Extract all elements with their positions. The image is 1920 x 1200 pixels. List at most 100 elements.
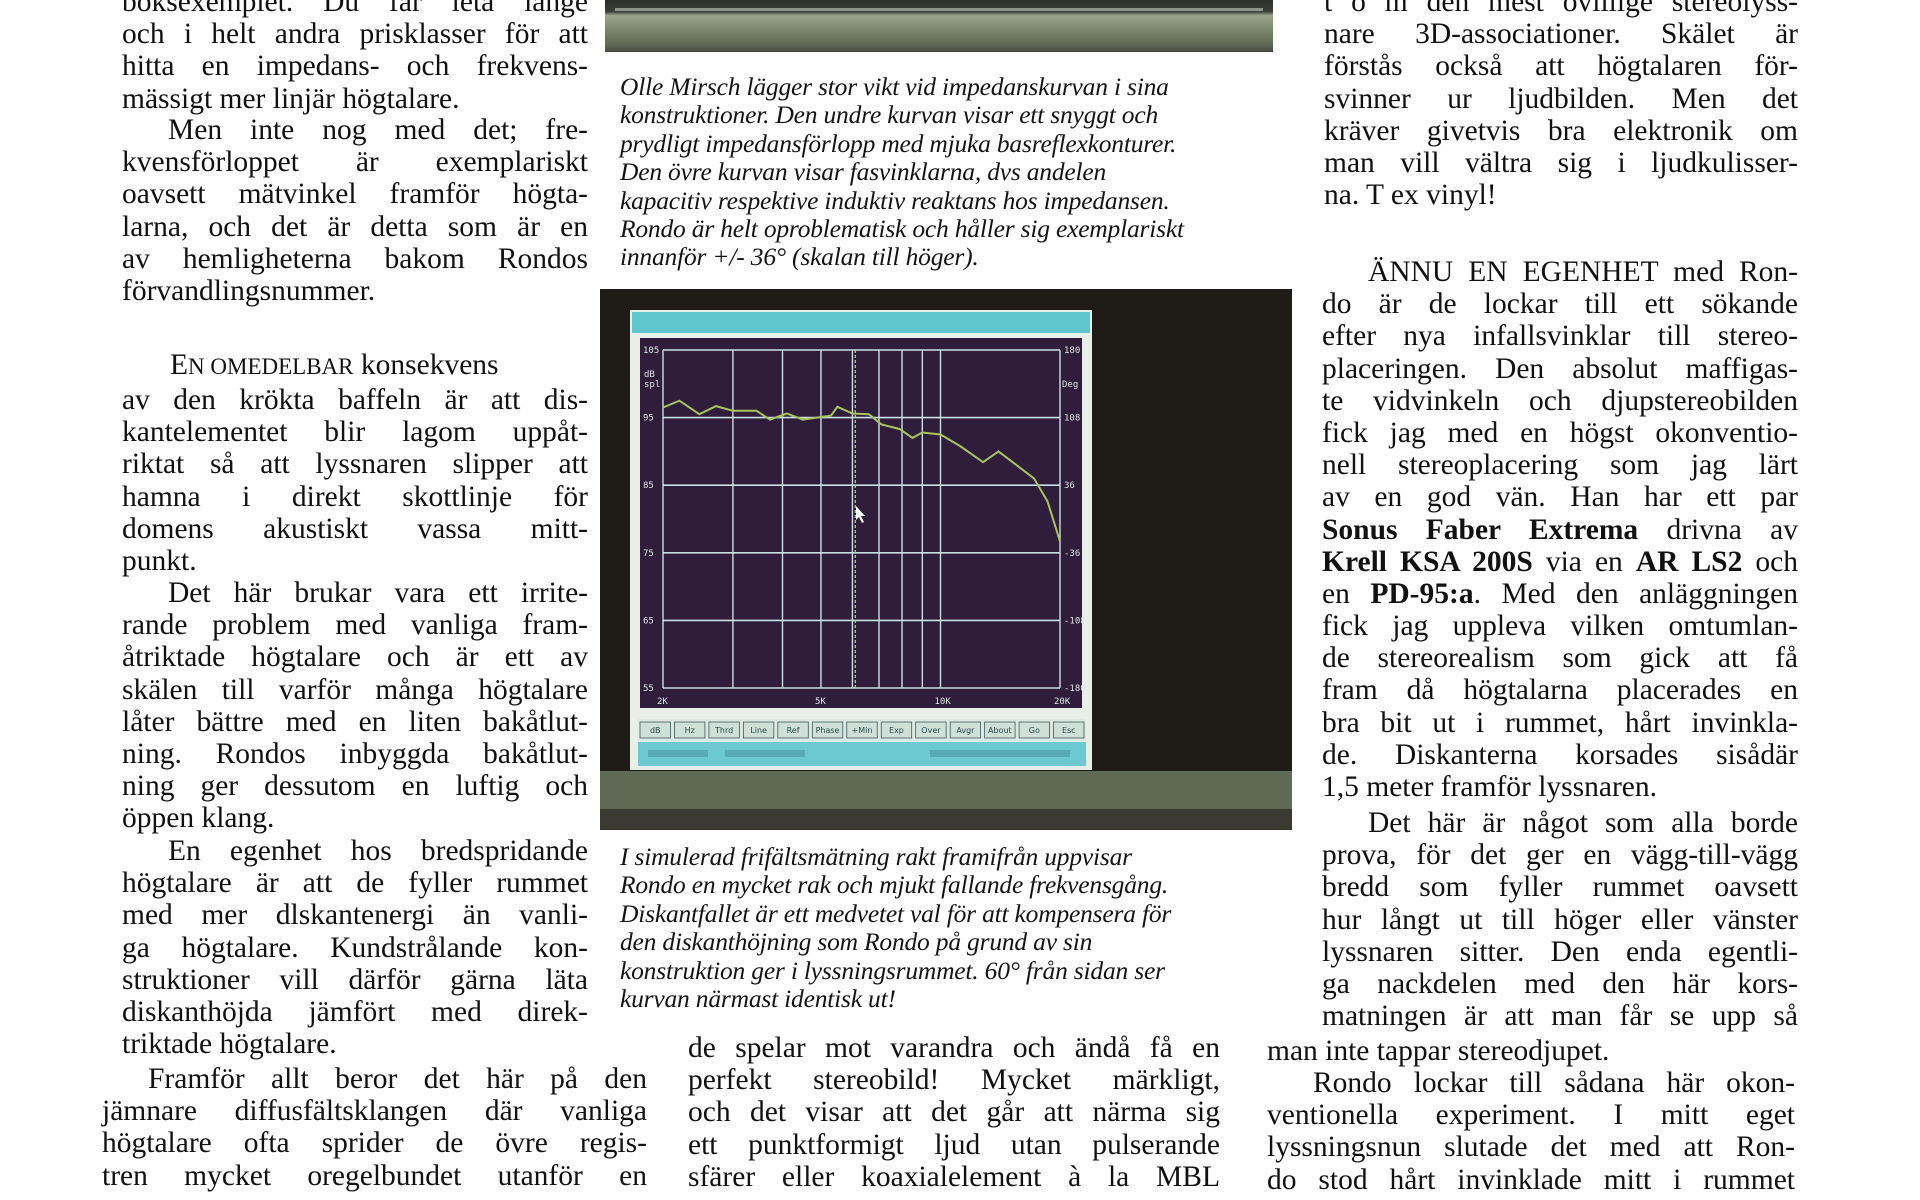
analyzer-button-label: Phase (816, 726, 840, 735)
caption-line: konstruktioner. Den undre kurvan visar e… (620, 100, 1159, 130)
frequency-response-curve (662, 399, 1061, 542)
text-line: kantelementet blir lagom uppåt- (122, 416, 588, 449)
heading-initial: E (170, 349, 189, 381)
text-line: Sonus Faber Extrema drivna av (1322, 514, 1798, 546)
text-line: av den krökta baffeln är att dis- (122, 384, 588, 416)
left-paragraph-4: Det här brukar vara ett irrite-rande pro… (122, 577, 588, 835)
text-line: ga högtalare. Kundstrålande kon- (122, 931, 588, 964)
text-line: boksexemplet. Du får leta länge (122, 0, 588, 18)
left-tick-label: 65 (643, 616, 654, 626)
analyzer-button-label: Esc (1062, 726, 1076, 735)
text-segment: via en (1532, 545, 1636, 578)
text-line: na. T ex vinyl! (1324, 179, 1497, 212)
text-line: fick jag med en högst okonventio- (1322, 416, 1798, 449)
x-tick-label: 5K (815, 697, 826, 707)
text-line: lyssningsnun slutade det med att Ron- (1267, 1131, 1795, 1164)
text-line: do är de lockar till ett sökande (1322, 288, 1798, 321)
analyzer-button (880, 721, 913, 739)
text-line: Men inte nog med det; fre- (168, 114, 588, 146)
text-line: riktat så att lyssnaren slipper att (122, 448, 588, 481)
text-line: mässigt mer linjär högtalare. (122, 82, 460, 115)
text-line: rande problem med vanliga fram- (122, 609, 588, 642)
left-paragraph-6: Framför allt beror det här på den jämnare… (102, 1063, 647, 1192)
text-line: 1,5 meter framför lyssnaren. (1322, 771, 1658, 803)
text-line: ga nackdelen med den här kors- (1322, 967, 1798, 1000)
text-line: jämnare diffusfältsklangen där vanliga (102, 1095, 647, 1128)
text-line: t o m den mest ovillige stereolyss- (1324, 0, 1798, 18)
caption-impedance: Olle Mirsch lägger stor vikt vid impedan… (620, 72, 1260, 272)
text-line: de spelar mot varandra och ändå få en (688, 1032, 1220, 1064)
text-line: placeringen. Den absolut maffigas- (1322, 352, 1798, 385)
caption-line: I simulerad frifältsmätning rakt framifr… (620, 842, 1132, 871)
analyzer-button-label: Over (921, 726, 941, 735)
text-line: kräver givetvis bra elektronik om (1324, 114, 1798, 147)
text-line: oavsett mätvinkel framför högta- (122, 178, 588, 211)
text-line: efter nya infallsvinklar till stereo- (1322, 320, 1798, 353)
left-paragraph-2: Men inte nog med det; fre-kvensförloppet… (122, 114, 588, 307)
right-tick-label: 180 (1064, 346, 1080, 356)
monitor-photo-frequency-response: 105 95 85 75 65 55 180 108 36 -36 -108 -180 2K 5K 10K 2… (600, 289, 1292, 830)
text-line: fick jag uppleva vilken omtumlan- (1322, 610, 1798, 643)
text-line: Det här är något som alla borde (1368, 807, 1798, 839)
text-line: förstås också att högtalaren för- (1324, 50, 1798, 83)
text-line: larna, och det är detta som är en (122, 210, 588, 243)
monitor-base (600, 771, 1292, 811)
text-line: triktade högtalare. (122, 1028, 337, 1061)
text-line: skälen till varför många högtalare (122, 673, 588, 706)
analyzer-button (674, 721, 706, 739)
text-line: diskanthöjda jämfört med direk- (122, 995, 588, 1028)
text-line: lyssnaren sitter. Den enda egentli- (1322, 935, 1798, 968)
text-line: kvensförloppet är exemplariskt (122, 146, 588, 179)
text-line: hitta en impedans- och frekvens- (122, 50, 588, 83)
analyzer-button (1018, 721, 1050, 739)
right-tick-label: 36 (1064, 481, 1075, 491)
text-line: de stereorealism som gick att få (1322, 642, 1798, 675)
status-bar-text-blur (725, 750, 805, 757)
plot-tick-labels: 105 95 85 75 65 55 180 108 36 -36 -108 -180 2K 5K 10K 2… (643, 346, 1086, 707)
analyzer-button-label: Thrd (714, 726, 733, 735)
text-line: sfärer eller koaxialelement à la MBL (688, 1160, 1220, 1193)
analyzer-button-label: Ref (787, 726, 800, 735)
text-segment: . Med den anläggningen (1473, 577, 1799, 610)
right-paragraph-3: Det här är något som alla borde prova, fö… (1322, 807, 1798, 1032)
text-line: man vill vältra sig i ljudkulisser- (1324, 146, 1798, 179)
caption-line: kurvan närmast identisk ut! (620, 983, 896, 1013)
screen-title-bar (632, 312, 1090, 333)
text-line: ventionella experiment. I mitt eget (1267, 1099, 1795, 1132)
text-line: av hemligheterna bakom Rondos (122, 242, 588, 275)
text-line: nell stereoplacering som jag lärt (1322, 449, 1798, 482)
text-line: hamna i direkt skottlinje för (122, 480, 588, 513)
text-line: En egenhet hos bredspridande (168, 835, 588, 867)
left-tick-label: 95 (643, 414, 654, 424)
analyzer-button (742, 721, 775, 739)
text-line: perfekt stereobild! Mycket märkligt, (688, 1064, 1220, 1097)
bold-product-name: AR LS2 (1635, 545, 1743, 578)
analyzer-button-label: Avgr (956, 726, 975, 735)
left-tick-label: 55 (643, 684, 654, 694)
analyzer-button-label: About (988, 726, 1012, 735)
text-line: te vidvinkeln och djupstereobilden (1322, 384, 1798, 417)
text-line: matningen är att man får se upp så (1322, 1000, 1798, 1033)
analyzer-button-label: Exp (889, 726, 904, 735)
text-line: högtalare ofta sprider de övre regis- (102, 1127, 647, 1160)
analyzer-button-label: +Min (852, 726, 873, 735)
text-line: Det här brukar vara ett irrite- (168, 577, 588, 609)
text-line: man inte tappar stereodjupet. (1267, 1035, 1610, 1067)
text-line: hur långt ut till höger eller vänster (1322, 903, 1798, 936)
right-tick-label: 108 (1064, 414, 1080, 424)
left-axis-unit-spl: spl (644, 380, 660, 390)
text-line: högtalare är att de fyller rummet (122, 867, 588, 900)
right-tick-label: -36 (1064, 549, 1080, 559)
analyzer-button (949, 721, 982, 739)
text-line: ning. Rondos inbyggda bakåtlut- (122, 737, 588, 770)
text-line: do stod hårt invinklade mitt i rummet (1267, 1163, 1795, 1196)
mouse-pointer-icon (856, 506, 865, 523)
left-paragraph-3: av den krökta baffeln är att dis-kantele… (122, 384, 588, 577)
heading-smallcaps: N OMEDELBAR (188, 354, 354, 379)
status-bar-text-blur (930, 750, 1070, 757)
caption-line: Den övre kurvan visar fasvinklarna, dvs … (620, 157, 1107, 187)
text-line: de. Diskanterna korsades sisådär (1322, 738, 1798, 771)
right-tick-label: -180 (1064, 684, 1086, 694)
analyzer-button (777, 721, 809, 739)
analyzer-button-label: dB (650, 726, 661, 735)
